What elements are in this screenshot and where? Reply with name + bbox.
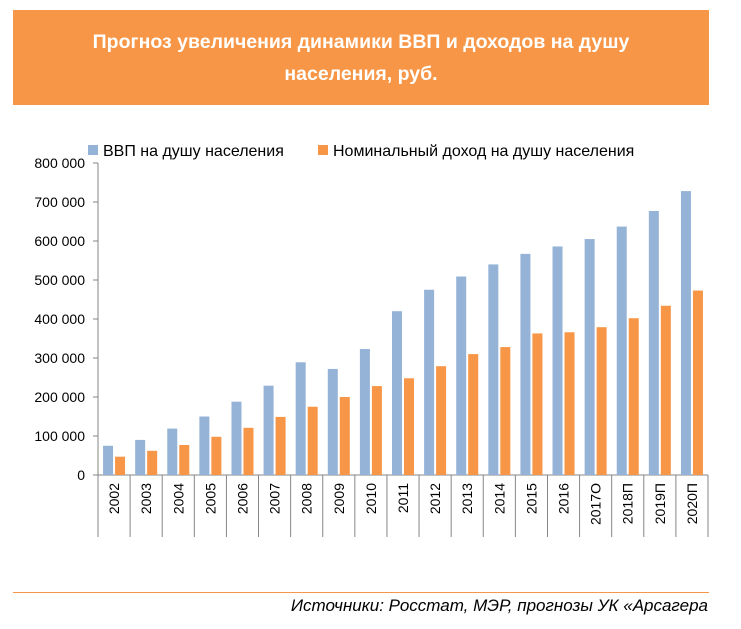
bar-gdp-2012 xyxy=(424,289,435,475)
bar-income-2006 xyxy=(243,427,254,475)
y-tick-label: 100 000 xyxy=(34,428,85,444)
bar-gdp-2010 xyxy=(359,349,370,475)
bar-income-2018П xyxy=(628,318,639,475)
bar-gdp-2015 xyxy=(520,253,531,475)
bar-income-2010 xyxy=(371,386,382,475)
bar-gdp-2003 xyxy=(135,439,146,475)
x-tick-label: 2019П xyxy=(652,483,668,524)
x-tick-label: 2012 xyxy=(427,483,443,514)
x-tick-label: 2010 xyxy=(363,483,379,514)
chart-title-banner: Прогноз увеличения динамики ВВП и доходо… xyxy=(13,10,709,105)
bar-gdp-2009 xyxy=(327,368,338,475)
x-tick-label: 2013 xyxy=(459,483,475,514)
bar-gdp-2002 xyxy=(103,445,114,475)
bar-income-2016 xyxy=(564,332,575,475)
bar-income-2002 xyxy=(115,456,126,475)
bar-gdp-2005 xyxy=(199,416,210,475)
y-tick-label: 400 000 xyxy=(34,311,85,327)
y-tick-label: 800 000 xyxy=(34,155,85,171)
x-tick-label: 2018П xyxy=(620,483,636,524)
x-tick-label: 2004 xyxy=(170,483,186,514)
bar-income-2020П xyxy=(692,290,703,475)
x-tick-label: 2020П xyxy=(684,483,700,524)
y-tick-label: 500 000 xyxy=(34,272,85,288)
bar-gdp-2017О xyxy=(584,239,595,475)
y-tick-label: 600 000 xyxy=(34,233,85,249)
bar-income-2011 xyxy=(404,378,414,475)
bar-income-2019П xyxy=(660,305,671,475)
bar-gdp-2019П xyxy=(648,210,659,475)
bar-gdp-2007 xyxy=(263,385,274,475)
bar-chart: ВВП на душу населения Номинальный доход н… xyxy=(34,143,709,537)
bar-gdp-2011 xyxy=(392,311,402,475)
bar-gdp-2020П xyxy=(680,191,691,475)
x-tick-label: 2002 xyxy=(106,483,122,514)
source-note: Источники: Росстат, МЭР, прогнозы УК «Ар… xyxy=(290,596,708,615)
y-tick-label: 200 000 xyxy=(34,389,85,405)
legend-label-2: Номинальный доход на душу населения xyxy=(333,143,634,160)
bar-gdp-2013 xyxy=(456,276,467,475)
bar-income-2003 xyxy=(147,450,158,475)
x-tick-label: 2014 xyxy=(491,483,507,514)
x-tick-label: 2005 xyxy=(202,483,218,514)
bar-income-2013 xyxy=(468,354,479,475)
x-tick-label: 2009 xyxy=(331,483,347,514)
bar-income-2004 xyxy=(179,444,190,475)
legend-swatch-2 xyxy=(318,145,328,155)
bar-gdp-2018П xyxy=(616,226,627,475)
bar-income-2015 xyxy=(532,333,543,475)
bar-income-2014 xyxy=(500,347,511,475)
bar-gdp-2004 xyxy=(167,428,178,475)
bar-gdp-2016 xyxy=(552,246,563,475)
x-tick-label: 2015 xyxy=(523,483,539,514)
x-tick-label: 2017О xyxy=(588,483,604,525)
x-tick-label: 2008 xyxy=(299,483,315,514)
bar-income-2009 xyxy=(339,397,350,475)
bar-income-2007 xyxy=(275,416,286,475)
y-tick-label: 700 000 xyxy=(34,194,85,210)
x-tick-label: 2011 xyxy=(395,483,411,513)
x-tick-label: 2003 xyxy=(138,483,154,514)
bar-income-2012 xyxy=(436,366,447,475)
divider-line xyxy=(13,592,709,593)
bar-gdp-2006 xyxy=(231,401,242,475)
x-tick-label: 2016 xyxy=(556,483,572,514)
chart-title: Прогноз увеличения динамики ВВП и доходо… xyxy=(92,30,630,85)
legend-swatch-1 xyxy=(88,145,98,155)
bar-income-2005 xyxy=(211,436,222,475)
y-tick-label: 0 xyxy=(77,467,85,483)
legend-label-1: ВВП на душу населения xyxy=(103,143,284,160)
x-tick-label: 2007 xyxy=(267,483,283,514)
bar-income-2017О xyxy=(596,327,607,475)
x-tick-label: 2006 xyxy=(234,483,250,514)
bar-income-2008 xyxy=(307,406,318,475)
bar-gdp-2008 xyxy=(295,362,306,475)
y-tick-label: 300 000 xyxy=(34,350,85,366)
bar-gdp-2014 xyxy=(488,264,499,475)
